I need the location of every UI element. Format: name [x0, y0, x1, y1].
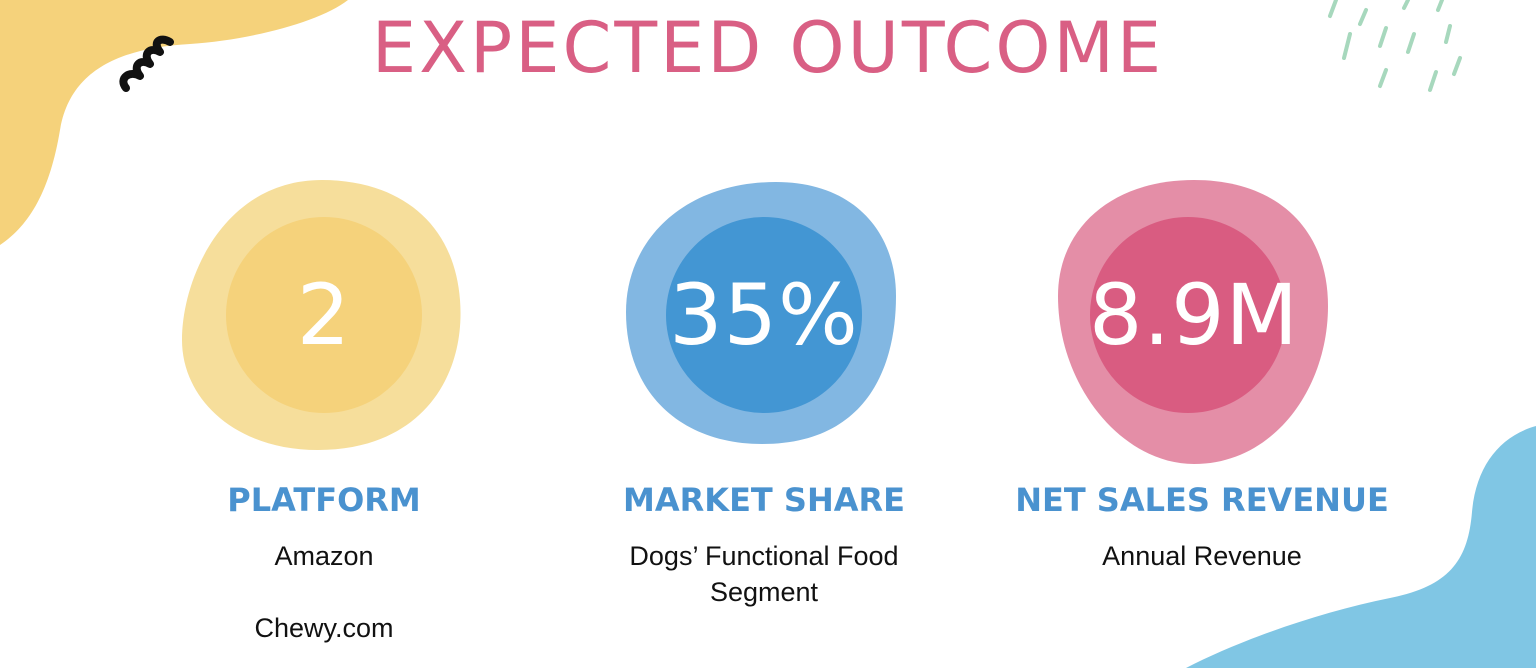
blue-blob-inner [666, 217, 862, 413]
stat-label-platform: PLATFORM [227, 481, 421, 519]
stat-label-net-sales-revenue: NET SALES REVENUE [1015, 481, 1389, 519]
stat-desc-line: Dogs’ Functional Food [629, 541, 899, 571]
stat-desc-line: Chewy.com [254, 613, 394, 643]
stat-desc-line: Segment [709, 577, 819, 607]
stat-label-market-share: MARKET SHARE [623, 481, 905, 519]
stat-desc-platform: Amazon Chewy.com [104, 538, 544, 646]
stat-market-share: 35% MARKET SHARE Dogs’ Functional Food S… [544, 178, 984, 658]
stat-value-net-sales-revenue: 8.9M [1088, 266, 1300, 364]
pink-blob-inner [1090, 217, 1286, 413]
stat-value-platform: 2 [296, 266, 352, 364]
stat-desc-market-share: Dogs’ Functional Food Segment [544, 538, 984, 610]
stat-desc-line: Annual Revenue [1102, 541, 1302, 571]
stat-desc-line: Amazon [274, 541, 374, 571]
page-title: EXPECTED OUTCOME [371, 7, 1165, 89]
stat-platform: 2 PLATFORM Amazon Chewy.com [104, 178, 544, 658]
stat-net-sales-revenue: 8.9M NET SALES REVENUE Annual Revenue [982, 178, 1422, 658]
pink-blob-graphic [1058, 180, 1328, 464]
stat-desc-net-sales-revenue: Annual Revenue [982, 538, 1422, 574]
yellow-blob-graphic [182, 180, 461, 450]
blue-blob-graphic [626, 182, 896, 444]
stat-value-market-share: 35% [669, 266, 859, 364]
yellow-blob-inner [226, 217, 422, 413]
